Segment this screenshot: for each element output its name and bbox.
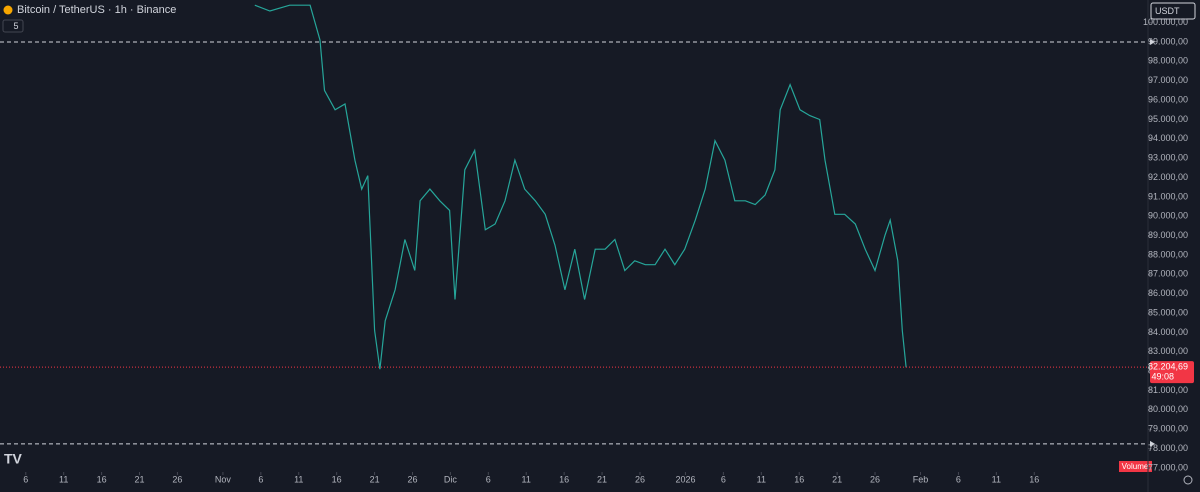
y-tick-label: 97.000,00 — [1148, 75, 1188, 85]
x-tick-label: 16 — [559, 474, 569, 484]
y-tick-label: 86.000,00 — [1148, 288, 1188, 298]
x-tick-label: 6 — [956, 474, 961, 484]
y-tick-label: 79.000,00 — [1148, 424, 1188, 434]
y-tick-label: 84.000,00 — [1148, 327, 1188, 337]
x-tick-label: 26 — [870, 474, 880, 484]
price-line — [254, 4, 907, 370]
y-tick-label: 83.000,00 — [1148, 346, 1188, 356]
x-tick-label: 26 — [172, 474, 182, 484]
y-tick-label: 78.000,00 — [1148, 443, 1188, 453]
y-tick-label: 92.000,00 — [1148, 172, 1188, 182]
y-tick-label: 85.000,00 — [1148, 307, 1188, 317]
x-tick-label: 16 — [97, 474, 107, 484]
settings-icon[interactable] — [1183, 475, 1193, 485]
x-tick-label: 11 — [992, 474, 1001, 484]
x-tick-label: 6 — [721, 474, 726, 484]
y-tick-label: 100.000,00 — [1143, 17, 1188, 27]
y-tick-label: 89.000,00 — [1148, 230, 1188, 240]
y-tick-label: 77.000,00 — [1148, 462, 1188, 472]
x-tick-label: 21 — [370, 474, 380, 484]
x-tick-label: Nov — [215, 474, 232, 484]
y-tick-label: 88.000,00 — [1148, 249, 1188, 259]
x-tick-label: 6 — [23, 474, 28, 484]
currency: USDT — [1155, 6, 1180, 16]
x-tick-label: 21 — [597, 474, 607, 484]
x-tick-label: 21 — [135, 474, 145, 484]
y-tick-label: 91.000,00 — [1148, 191, 1188, 201]
y-tick-label: 81.000,00 — [1148, 385, 1188, 395]
volume-label: Volume — [1122, 462, 1149, 471]
chart-title[interactable]: Bitcoin / TetherUS · 1h · Binance — [17, 4, 176, 16]
x-tick-label: 26 — [407, 474, 417, 484]
y-tick-label: 80.000,00 — [1148, 404, 1188, 414]
y-tick-label: 94.000,00 — [1148, 133, 1188, 143]
last-price-badge — [1150, 361, 1194, 384]
x-tick-label: 6 — [486, 474, 491, 484]
alert-marker — [1150, 440, 1155, 447]
currency-select[interactable] — [1150, 2, 1196, 20]
volume-badge — [1119, 461, 1152, 472]
x-tick-label: 16 — [332, 474, 342, 484]
x-tick-label: 11 — [59, 474, 68, 484]
x-tick-label: 11 — [757, 474, 766, 484]
y-tick-label: 93.000,00 — [1148, 153, 1188, 163]
y-tick-label: 98.000,00 — [1148, 56, 1188, 66]
x-tick-label: 6 — [258, 474, 263, 484]
x-tick-label: Feb — [913, 474, 929, 484]
x-tick-label: 11 — [522, 474, 531, 484]
x-tick-label: 16 — [794, 474, 804, 484]
y-tick-label: 95.000,00 — [1148, 114, 1188, 124]
logo: TV — [4, 451, 23, 467]
symbol-icon — [3, 5, 13, 15]
x-tick-label: 26 — [635, 474, 645, 484]
countdown: 49:08 — [1151, 372, 1174, 382]
indicator-toggle[interactable] — [2, 19, 24, 33]
alert-marker — [1150, 39, 1155, 46]
y-tick-label: 99.000,00 — [1148, 36, 1188, 46]
y-tick-label: 90.000,00 — [1148, 211, 1188, 221]
indicator-badge: 5 — [13, 21, 18, 31]
x-tick-label: 11 — [294, 474, 303, 484]
x-tick-label: Dic — [444, 474, 457, 484]
x-tick-label: 16 — [1029, 474, 1039, 484]
x-tick-label: 21 — [832, 474, 842, 484]
y-tick-label: 87.000,00 — [1148, 269, 1188, 279]
x-tick-label: 2026 — [675, 474, 695, 484]
last-price-label: 82.204,69 — [1148, 362, 1188, 372]
y-tick-label: 96.000,00 — [1148, 94, 1188, 104]
